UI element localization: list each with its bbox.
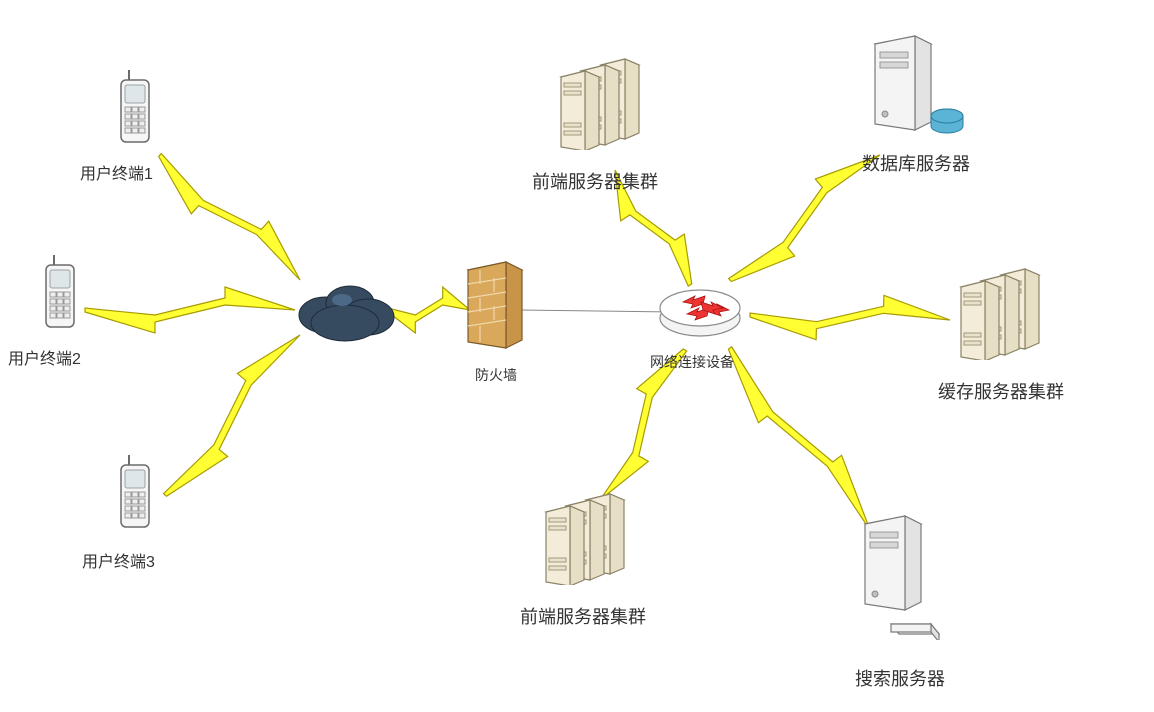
edge-line bbox=[520, 310, 673, 312]
phone2-label: 用户终端2 bbox=[8, 345, 81, 369]
db-server-icon bbox=[865, 30, 975, 140]
front-top-label: 前端服务器集群 bbox=[532, 168, 658, 194]
edge-bolt bbox=[728, 347, 870, 530]
front-bot-servers-icon bbox=[540, 490, 635, 585]
front-top-servers-icon bbox=[555, 55, 650, 150]
cache-servers-icon bbox=[955, 265, 1050, 360]
search-server-icon bbox=[845, 510, 965, 640]
phone1-label: 用户终端1 bbox=[80, 160, 153, 184]
diagram-canvas: 用户终端1 用户终端2 用户终端3 防火墙 网络连接设备 前端服务器集群 前端服… bbox=[0, 0, 1154, 712]
router-icon bbox=[655, 282, 745, 342]
edge-bolt bbox=[85, 287, 295, 333]
firewall-label: 防火墙 bbox=[475, 365, 517, 385]
db-label: 数据库服务器 bbox=[862, 150, 970, 176]
search-label: 搜索服务器 bbox=[855, 665, 945, 691]
cloud-icon bbox=[290, 275, 400, 345]
edge-bolt bbox=[729, 155, 880, 282]
phone2-icon bbox=[40, 255, 84, 335]
phone1-icon bbox=[115, 70, 159, 150]
firewall-icon bbox=[460, 258, 530, 353]
phone3-label: 用户终端3 bbox=[82, 548, 155, 572]
edge-bolt bbox=[159, 154, 300, 281]
router-label: 网络连接设备 bbox=[650, 352, 734, 372]
edge-bolt bbox=[750, 295, 950, 339]
front-bot-label: 前端服务器集群 bbox=[520, 603, 646, 629]
edge-bolt bbox=[164, 335, 301, 496]
cache-label: 缓存服务器集群 bbox=[938, 378, 1064, 404]
edge-bolt bbox=[388, 287, 470, 333]
phone3-icon bbox=[115, 455, 159, 535]
